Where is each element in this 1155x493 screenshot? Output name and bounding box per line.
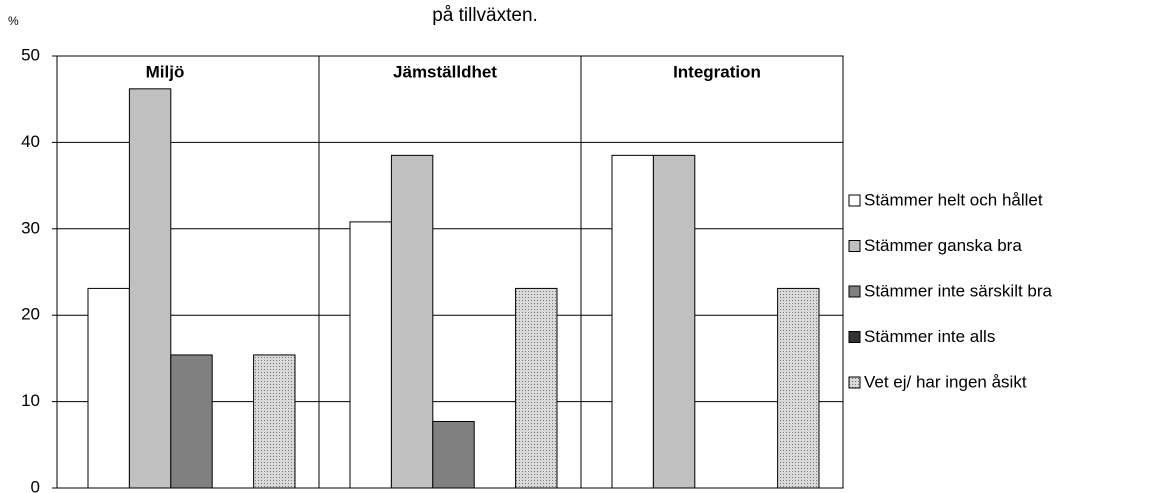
bar bbox=[611, 154, 654, 489]
y-tick-label: 50 bbox=[21, 45, 40, 64]
group-label: Integration bbox=[673, 62, 761, 81]
legend-swatch bbox=[848, 331, 861, 343]
bar bbox=[170, 354, 213, 489]
bar bbox=[390, 154, 434, 489]
bar bbox=[777, 287, 820, 489]
legend-swatch bbox=[848, 285, 861, 298]
legend-label: Stämmer ganska bra bbox=[864, 236, 1022, 255]
group-label: Miljö bbox=[146, 62, 185, 81]
y-axis-label: % bbox=[8, 14, 19, 28]
bar bbox=[515, 287, 558, 489]
y-tick-label: 40 bbox=[21, 132, 40, 151]
legend-label: Stämmer inte särskilt bra bbox=[864, 281, 1053, 300]
chart-title: på tillväxten. bbox=[432, 5, 538, 26]
legend-swatch bbox=[848, 240, 861, 252]
bar bbox=[432, 420, 475, 489]
bar bbox=[652, 154, 696, 489]
bar bbox=[128, 88, 172, 489]
legend-swatch bbox=[848, 194, 861, 207]
legend-label: Stämmer inte alls bbox=[864, 327, 995, 346]
legend-swatch bbox=[848, 376, 861, 389]
y-tick-label: 30 bbox=[21, 218, 40, 237]
bar bbox=[87, 287, 130, 489]
y-tick-label: 0 bbox=[31, 477, 40, 493]
y-tick-label: 20 bbox=[21, 305, 40, 324]
legend-label: Stämmer helt och hållet bbox=[864, 190, 1043, 209]
bar bbox=[349, 221, 392, 489]
bar bbox=[253, 354, 296, 489]
legend-label: Vet ej/ har ingen åsikt bbox=[864, 372, 1027, 391]
group-label: Jämställdhet bbox=[393, 62, 497, 81]
y-tick-label: 10 bbox=[21, 391, 40, 410]
